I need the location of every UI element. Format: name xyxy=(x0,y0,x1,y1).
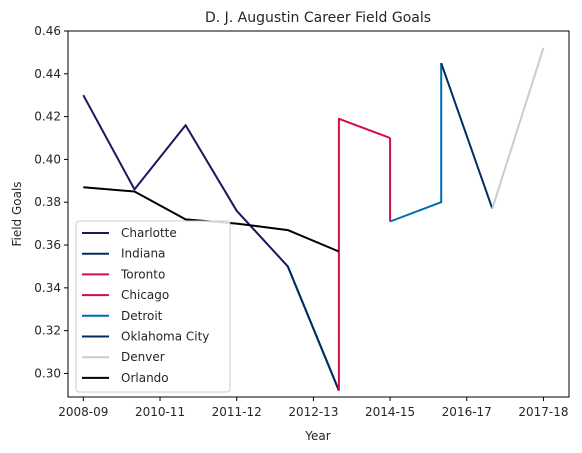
series-lines xyxy=(82,47,545,391)
legend-entry-label: Chicago xyxy=(121,288,169,302)
y-axis-label: Field Goals xyxy=(10,181,24,246)
y-tick-label: 0.32 xyxy=(34,324,61,338)
series-line-indiana xyxy=(286,266,340,391)
y-tick-label: 0.38 xyxy=(34,195,61,209)
legend-entry-label: Indiana xyxy=(121,247,165,261)
x-tick-label: 2008-09 xyxy=(58,405,108,419)
x-tick-label: 2016-17 xyxy=(442,405,492,419)
x-tick-label: 2011-12 xyxy=(212,405,262,419)
x-tick-label: 2014-15 xyxy=(365,405,415,419)
x-tick-label: 2012-13 xyxy=(288,405,338,419)
y-tick-label: 0.40 xyxy=(34,152,61,166)
y-tick-label: 0.36 xyxy=(34,238,61,252)
y-tick-label: 0.34 xyxy=(34,281,61,295)
y-tick-label: 0.30 xyxy=(34,366,61,380)
y-tick-label: 0.46 xyxy=(34,24,61,38)
legend-entry-label: Charlotte xyxy=(121,226,177,240)
x-axis: 2008-09 2010-11 2011-12 2012-13 2014-15 2016-… xyxy=(58,397,569,419)
y-tick-label: 0.44 xyxy=(34,67,61,81)
legend-entry-label: Detroit xyxy=(121,309,163,323)
legend-entry-label: Oklahoma City xyxy=(121,330,209,344)
legend-frame xyxy=(75,220,231,393)
x-tick-label: 2017-18 xyxy=(518,405,568,419)
plot-frame xyxy=(67,30,570,398)
y-axis: 0.30 0.32 0.34 0.36 0.38 0.40 0.42 0.44 0.46 xyxy=(34,24,68,380)
legend-entry-label: Orlando xyxy=(121,371,169,385)
series-line-toronto xyxy=(337,117,391,391)
x-tick-label: 2010-11 xyxy=(135,405,185,419)
legend-entry-label: Toronto xyxy=(120,267,165,281)
series-line-detroit xyxy=(389,63,443,223)
chart-title: D. J. Augustin Career Field Goals xyxy=(205,10,431,26)
legend-entry-label: Denver xyxy=(121,350,165,364)
series-line-denver xyxy=(491,47,545,209)
x-axis-label: Year xyxy=(304,429,330,443)
y-tick-label: 0.42 xyxy=(34,110,61,124)
series-line-oklahoma-city xyxy=(440,62,494,209)
legend: Charlotte Indiana Toronto Chicago Detroit Okl… xyxy=(75,220,231,393)
